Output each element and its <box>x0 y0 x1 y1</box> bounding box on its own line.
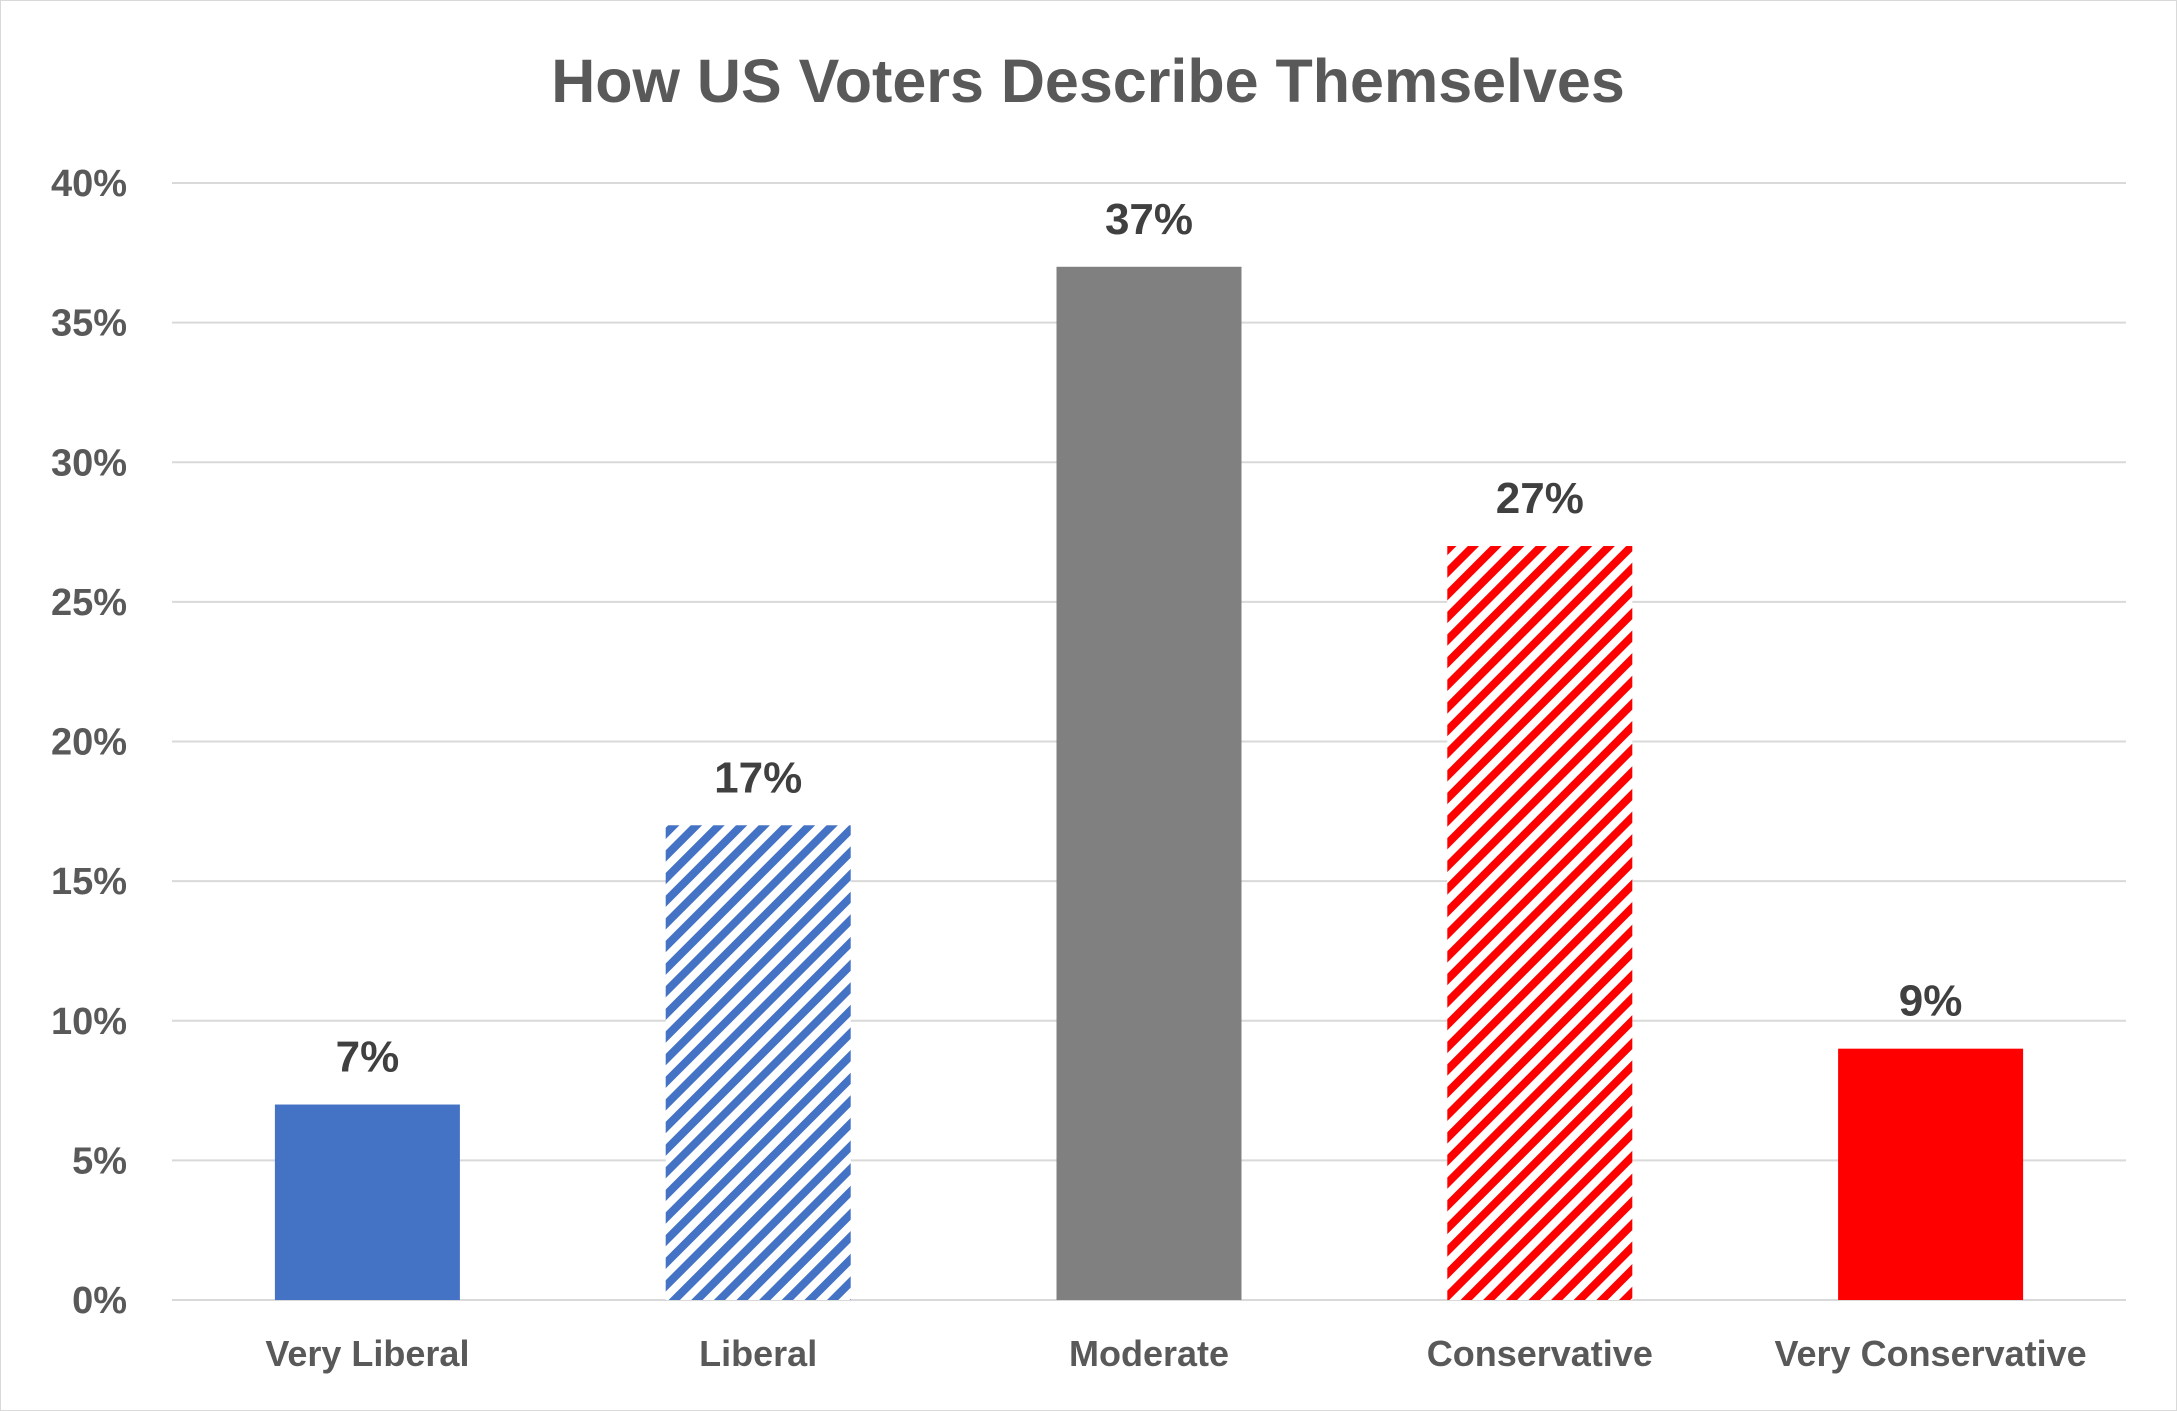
y-tick-label: 25% <box>51 582 127 624</box>
bar-liberal <box>665 825 851 1300</box>
data-label: 7% <box>336 1033 400 1082</box>
x-category-label: Very Conservative <box>1775 1333 2087 1374</box>
y-tick-label: 40% <box>51 163 127 205</box>
y-axis-tick-labels: 0% 5% 10% 15% 20% 25% 30% 35% 40% <box>51 163 127 1322</box>
x-category-label: Conservative <box>1427 1333 1653 1374</box>
bar-conservative <box>1447 546 1633 1300</box>
y-tick-label: 10% <box>51 1001 127 1043</box>
chart-title: How US Voters Describe Themselves <box>551 47 1625 115</box>
y-tick-label: 35% <box>51 303 127 345</box>
x-category-label: Moderate <box>1069 1333 1229 1374</box>
data-label: 9% <box>1899 977 1963 1026</box>
data-labels: 7% 17% 37% 27% 9% <box>336 195 1963 1082</box>
y-tick-label: 5% <box>72 1140 127 1182</box>
y-tick-label: 15% <box>51 861 127 903</box>
bar-very-liberal <box>274 1104 460 1300</box>
bar-very-conservative <box>1838 1048 2024 1300</box>
y-tick-label: 20% <box>51 722 127 764</box>
bar-moderate <box>1056 266 1242 1300</box>
data-label: 17% <box>714 753 802 802</box>
data-label: 27% <box>1496 474 1584 523</box>
x-category-label: Very Liberal <box>265 1333 469 1374</box>
y-tick-label: 0% <box>72 1280 127 1322</box>
x-axis-category-labels: Very Liberal Liberal Moderate Conservative V… <box>265 1333 2086 1374</box>
x-category-label: Liberal <box>699 1333 817 1374</box>
y-tick-label: 30% <box>51 442 127 484</box>
data-label: 37% <box>1105 195 1193 244</box>
bars <box>274 266 2024 1300</box>
